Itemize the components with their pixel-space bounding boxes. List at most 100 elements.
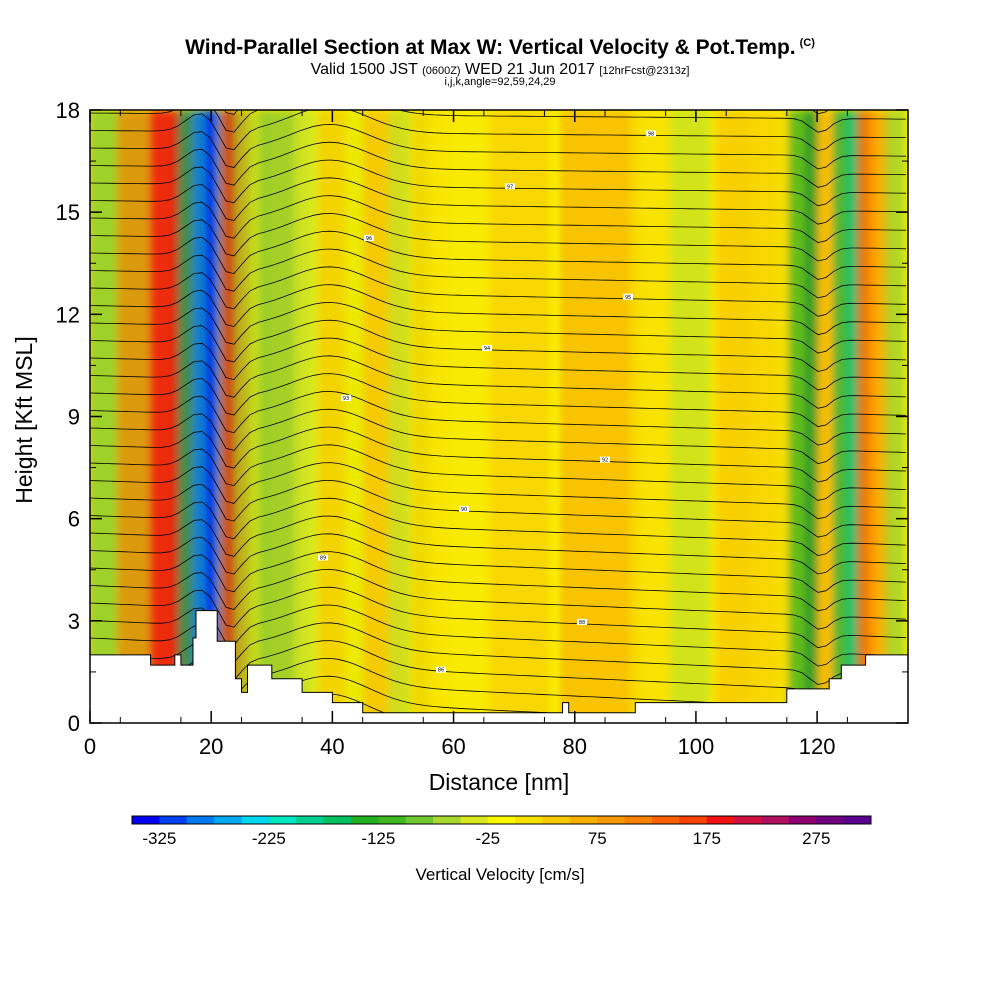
y-tick-label: 15 <box>56 200 80 225</box>
contour-label-bg <box>577 618 587 625</box>
colorbar-swatch <box>433 816 461 824</box>
colorbar-swatch <box>323 816 352 824</box>
contour-label: 90 <box>461 507 467 513</box>
colorbar-swatch <box>214 816 242 824</box>
y-tick-label: 3 <box>68 609 80 634</box>
theta-contour <box>90 123 907 170</box>
theta-contour <box>90 568 907 630</box>
colorbar-swatch <box>843 816 872 824</box>
theta-contour <box>90 284 907 336</box>
contour-label: 92 <box>602 458 608 464</box>
colorbar-title: Vertical Velocity [cm/s] <box>415 865 584 884</box>
contour-label: 93 <box>343 396 349 402</box>
colorbar-tick-label: 275 <box>802 829 830 848</box>
x-tick-label: 0 <box>84 734 96 759</box>
colorbar-swatch <box>350 816 379 824</box>
y-tick-label: 6 <box>68 507 80 532</box>
contour-label: 86 <box>438 668 444 674</box>
shading-band <box>885 110 905 723</box>
theta-contour <box>90 110 906 133</box>
colorbar-swatch <box>241 816 270 824</box>
colorbar-frame <box>131 815 872 825</box>
theta-contours <box>90 110 907 723</box>
contour-label: 88 <box>579 620 585 626</box>
shading-band <box>750 110 790 723</box>
theta-contour <box>90 141 907 188</box>
contour-label: 98 <box>648 131 654 137</box>
contour-label-bg <box>459 506 469 513</box>
colorbar-tick-label: -325 <box>142 829 176 848</box>
theta-contour <box>90 355 907 409</box>
contour-label-bg <box>623 293 633 300</box>
theta-contour <box>90 266 907 317</box>
plot-area: 858688899092939495969798 <box>89 109 909 724</box>
theta-contour <box>90 248 907 299</box>
theta-contour <box>90 533 907 593</box>
contour-label-bg <box>341 395 351 402</box>
shading-band <box>430 110 490 723</box>
colorbar-swatch <box>761 816 790 824</box>
x-tick-label: 60 <box>441 734 465 759</box>
colorbar-swatch <box>268 816 297 824</box>
chart-title: Wind-Parallel Section at Max W: Vertical… <box>0 36 1000 60</box>
theta-contour <box>90 110 906 152</box>
contour-label: 95 <box>625 295 631 301</box>
theta-contour <box>90 479 907 538</box>
contour-label: 89 <box>320 556 326 562</box>
velocity-shading <box>90 110 905 723</box>
colorbar-swatch <box>405 816 434 824</box>
y-axis: 0 3 6 9 12 15 18 <box>56 98 80 736</box>
x-axis: 0 20 40 60 80 100 120 <box>84 734 836 759</box>
theta-contour <box>90 159 907 207</box>
theta-contour <box>90 301 907 354</box>
contour-label: 97 <box>507 184 513 190</box>
colorbar-swatch <box>679 816 708 824</box>
x-tick-label: 40 <box>320 734 344 759</box>
theta-contour <box>90 551 907 612</box>
theta-contour <box>90 497 907 557</box>
forecast-info: [12hrFcst@2313z] <box>599 65 690 77</box>
x-tick-label: 100 <box>678 734 715 759</box>
colorbar-swatch <box>597 816 626 824</box>
colorbar-tick-label: -25 <box>476 829 501 848</box>
colorbar-tick-label: 175 <box>693 829 721 848</box>
shading-band <box>805 110 819 723</box>
contour-label-bg <box>600 456 610 463</box>
x-tick-label: 80 <box>562 734 586 759</box>
chart-title-text: Wind-Parallel Section at Max W: Vertical… <box>185 36 796 59</box>
colorbar-swatch <box>460 816 489 824</box>
axis-ticks <box>89 109 908 724</box>
theta-contour <box>90 373 907 428</box>
valid-utc: (0600Z) <box>422 65 461 77</box>
colorbar-swatch <box>515 816 544 824</box>
contour-label-bg <box>436 666 446 673</box>
colorbar-swatch <box>542 816 571 824</box>
theta-contour <box>90 462 907 520</box>
section-info: i,j,k,angle=92,59,24,29 <box>444 76 556 88</box>
contour-label-bg <box>505 183 515 190</box>
theta-contour <box>90 408 907 465</box>
y-tick-label: 12 <box>56 302 80 327</box>
y-axis-title: Height [Kft MSL] <box>11 336 37 503</box>
contour-label: 96 <box>366 236 372 242</box>
valid-time: Valid 1500 JST <box>310 61 418 78</box>
valid-date: WED 21 Jun 2017 <box>465 61 595 78</box>
theta-contour <box>90 177 907 225</box>
theta-contour <box>224 110 829 115</box>
contour-label-bg <box>646 130 656 137</box>
theta-contour <box>90 390 907 446</box>
x-tick-label: 120 <box>799 734 836 759</box>
theta-contour <box>90 586 907 649</box>
theta-contour <box>90 230 907 280</box>
copyright-mark: (C) <box>799 37 815 49</box>
theta-contour <box>90 212 907 262</box>
theta-contour <box>90 444 907 501</box>
colorbar-swatch <box>296 816 325 824</box>
shading-band <box>670 110 710 723</box>
colorbar-swatch <box>186 816 215 824</box>
theta-contour <box>90 195 907 244</box>
contour-label-bg <box>364 235 374 242</box>
theta-contour <box>90 515 907 575</box>
colorbar-swatch <box>706 816 735 824</box>
